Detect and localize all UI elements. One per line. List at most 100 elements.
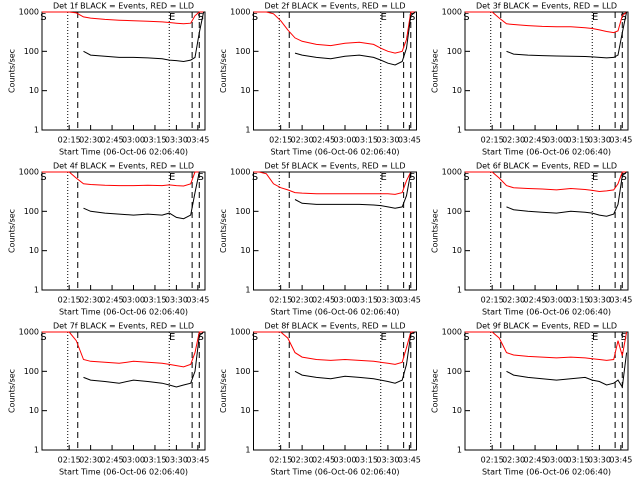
x-tick-label: 03:45	[186, 296, 209, 305]
y-tick-label: 10	[29, 246, 39, 255]
y-tick-label: 1	[245, 286, 250, 295]
x-tick-label: 02:15	[481, 456, 504, 465]
x-tick-label: 03:15	[143, 296, 166, 305]
plot-frame	[253, 11, 417, 131]
y-tick-label: 1	[245, 126, 250, 135]
y-tick-label: 1000	[230, 8, 250, 17]
x-tick-label: 02:45	[101, 296, 124, 305]
x-tick-label: 03:00	[122, 296, 145, 305]
x-tick-label: 03:45	[186, 456, 209, 465]
x-tick-label: 03:30	[376, 136, 399, 145]
series-line	[506, 352, 628, 389]
x-tick-label: 02:45	[524, 136, 547, 145]
y-tick-label: 10	[452, 86, 462, 95]
x-tick-label: 03:15	[143, 456, 166, 465]
x-tick-label: 02:15	[58, 136, 81, 145]
x-axis-label: Start Time (06-Oct-06 02:06:40)	[270, 148, 399, 157]
y-axis-label: Counts/sec	[219, 369, 228, 413]
x-tick-label: 03:45	[398, 296, 421, 305]
x-axis-label: Start Time (06-Oct-06 02:06:40)	[59, 308, 188, 317]
x-tick-label: 02:30	[502, 136, 525, 145]
x-tick-label: 03:15	[355, 456, 378, 465]
y-tick-label: 100	[235, 207, 250, 216]
series-line	[253, 11, 416, 54]
series-line	[83, 331, 204, 388]
y-tick-label: 1000	[442, 328, 462, 337]
annotation: S	[252, 172, 258, 183]
series-line	[253, 171, 416, 195]
series-line	[42, 171, 204, 187]
x-axis-label: Start Time (06-Oct-06 02:06:40)	[482, 308, 611, 317]
annotation: S	[409, 332, 415, 343]
annotation: S	[40, 332, 46, 343]
plot-frame	[41, 11, 206, 131]
x-tick-label: 03:00	[545, 456, 568, 465]
x-tick-label: 02:15	[58, 296, 81, 305]
annotation: S	[40, 12, 46, 23]
y-tick-label: 1	[457, 126, 462, 135]
y-axis-label: Counts/sec	[219, 209, 228, 253]
y-tick-label: 100	[447, 207, 462, 216]
x-tick-label: 02:15	[481, 136, 504, 145]
x-tick-label: 02:45	[524, 456, 547, 465]
annotation: S	[463, 172, 469, 183]
x-tick-label: 03:45	[398, 456, 421, 465]
y-tick-label: 1	[457, 286, 462, 295]
x-tick-label: 03:00	[333, 136, 356, 145]
x-axis-label: Start Time (06-Oct-06 02:06:40)	[270, 468, 399, 477]
x-tick-label: 03:45	[186, 136, 209, 145]
plot-frame	[464, 11, 629, 131]
series-line	[42, 331, 204, 368]
x-tick-label: 03:15	[143, 136, 166, 145]
x-tick-label: 03:30	[165, 456, 188, 465]
panel-title: Det 5f BLACK = Events, RED = LLD	[264, 162, 405, 171]
annotation: S	[409, 12, 415, 23]
annotation: S	[621, 332, 627, 343]
y-tick-label: 10	[240, 246, 250, 255]
x-tick-label: 03:45	[609, 456, 632, 465]
x-tick-label: 03:15	[355, 296, 378, 305]
x-tick-label: 03:30	[165, 136, 188, 145]
x-tick-label: 02:30	[291, 296, 314, 305]
x-tick-label: 02:30	[291, 456, 314, 465]
x-tick-label: 03:00	[122, 456, 145, 465]
plot-frame	[41, 171, 206, 291]
series-line	[294, 331, 416, 384]
series-line	[465, 331, 628, 361]
x-tick-label: 03:30	[376, 456, 399, 465]
x-tick-label: 03:30	[588, 136, 611, 145]
series-line	[83, 171, 204, 220]
x-tick-label: 03:00	[545, 296, 568, 305]
x-tick-label: 03:30	[165, 296, 188, 305]
x-tick-label: 03:15	[566, 296, 589, 305]
x-tick-label: 02:45	[312, 136, 335, 145]
annotation: S	[198, 332, 204, 343]
y-tick-label: 1	[457, 446, 462, 455]
panel-title: Det 6f BLACK = Events, RED = LLD	[476, 162, 617, 171]
x-tick-label: 03:15	[566, 136, 589, 145]
annotation: E	[592, 172, 598, 183]
y-tick-label: 10	[29, 406, 39, 415]
x-tick-label: 03:30	[376, 296, 399, 305]
x-tick-label: 03:45	[609, 136, 632, 145]
x-tick-label: 03:15	[566, 456, 589, 465]
y-axis-label: Counts/sec	[219, 49, 228, 93]
series-line	[465, 171, 627, 193]
y-tick-label: 100	[447, 47, 462, 56]
annotation: S	[409, 172, 415, 183]
annotation: E	[169, 332, 175, 343]
x-tick-label: 02:30	[79, 456, 102, 465]
y-tick-label: 1000	[230, 168, 250, 177]
x-tick-label: 02:30	[79, 296, 102, 305]
y-tick-label: 10	[29, 86, 39, 95]
annotation: E	[380, 172, 386, 183]
panel-title: Det 1f BLACK = Events, RED = LLD	[53, 2, 194, 11]
y-tick-label: 100	[447, 367, 462, 376]
x-tick-label: 02:15	[269, 456, 292, 465]
annotation: E	[380, 12, 386, 23]
annotation: S	[252, 12, 258, 23]
x-tick-label: 02:30	[502, 296, 525, 305]
series-line	[253, 331, 416, 365]
